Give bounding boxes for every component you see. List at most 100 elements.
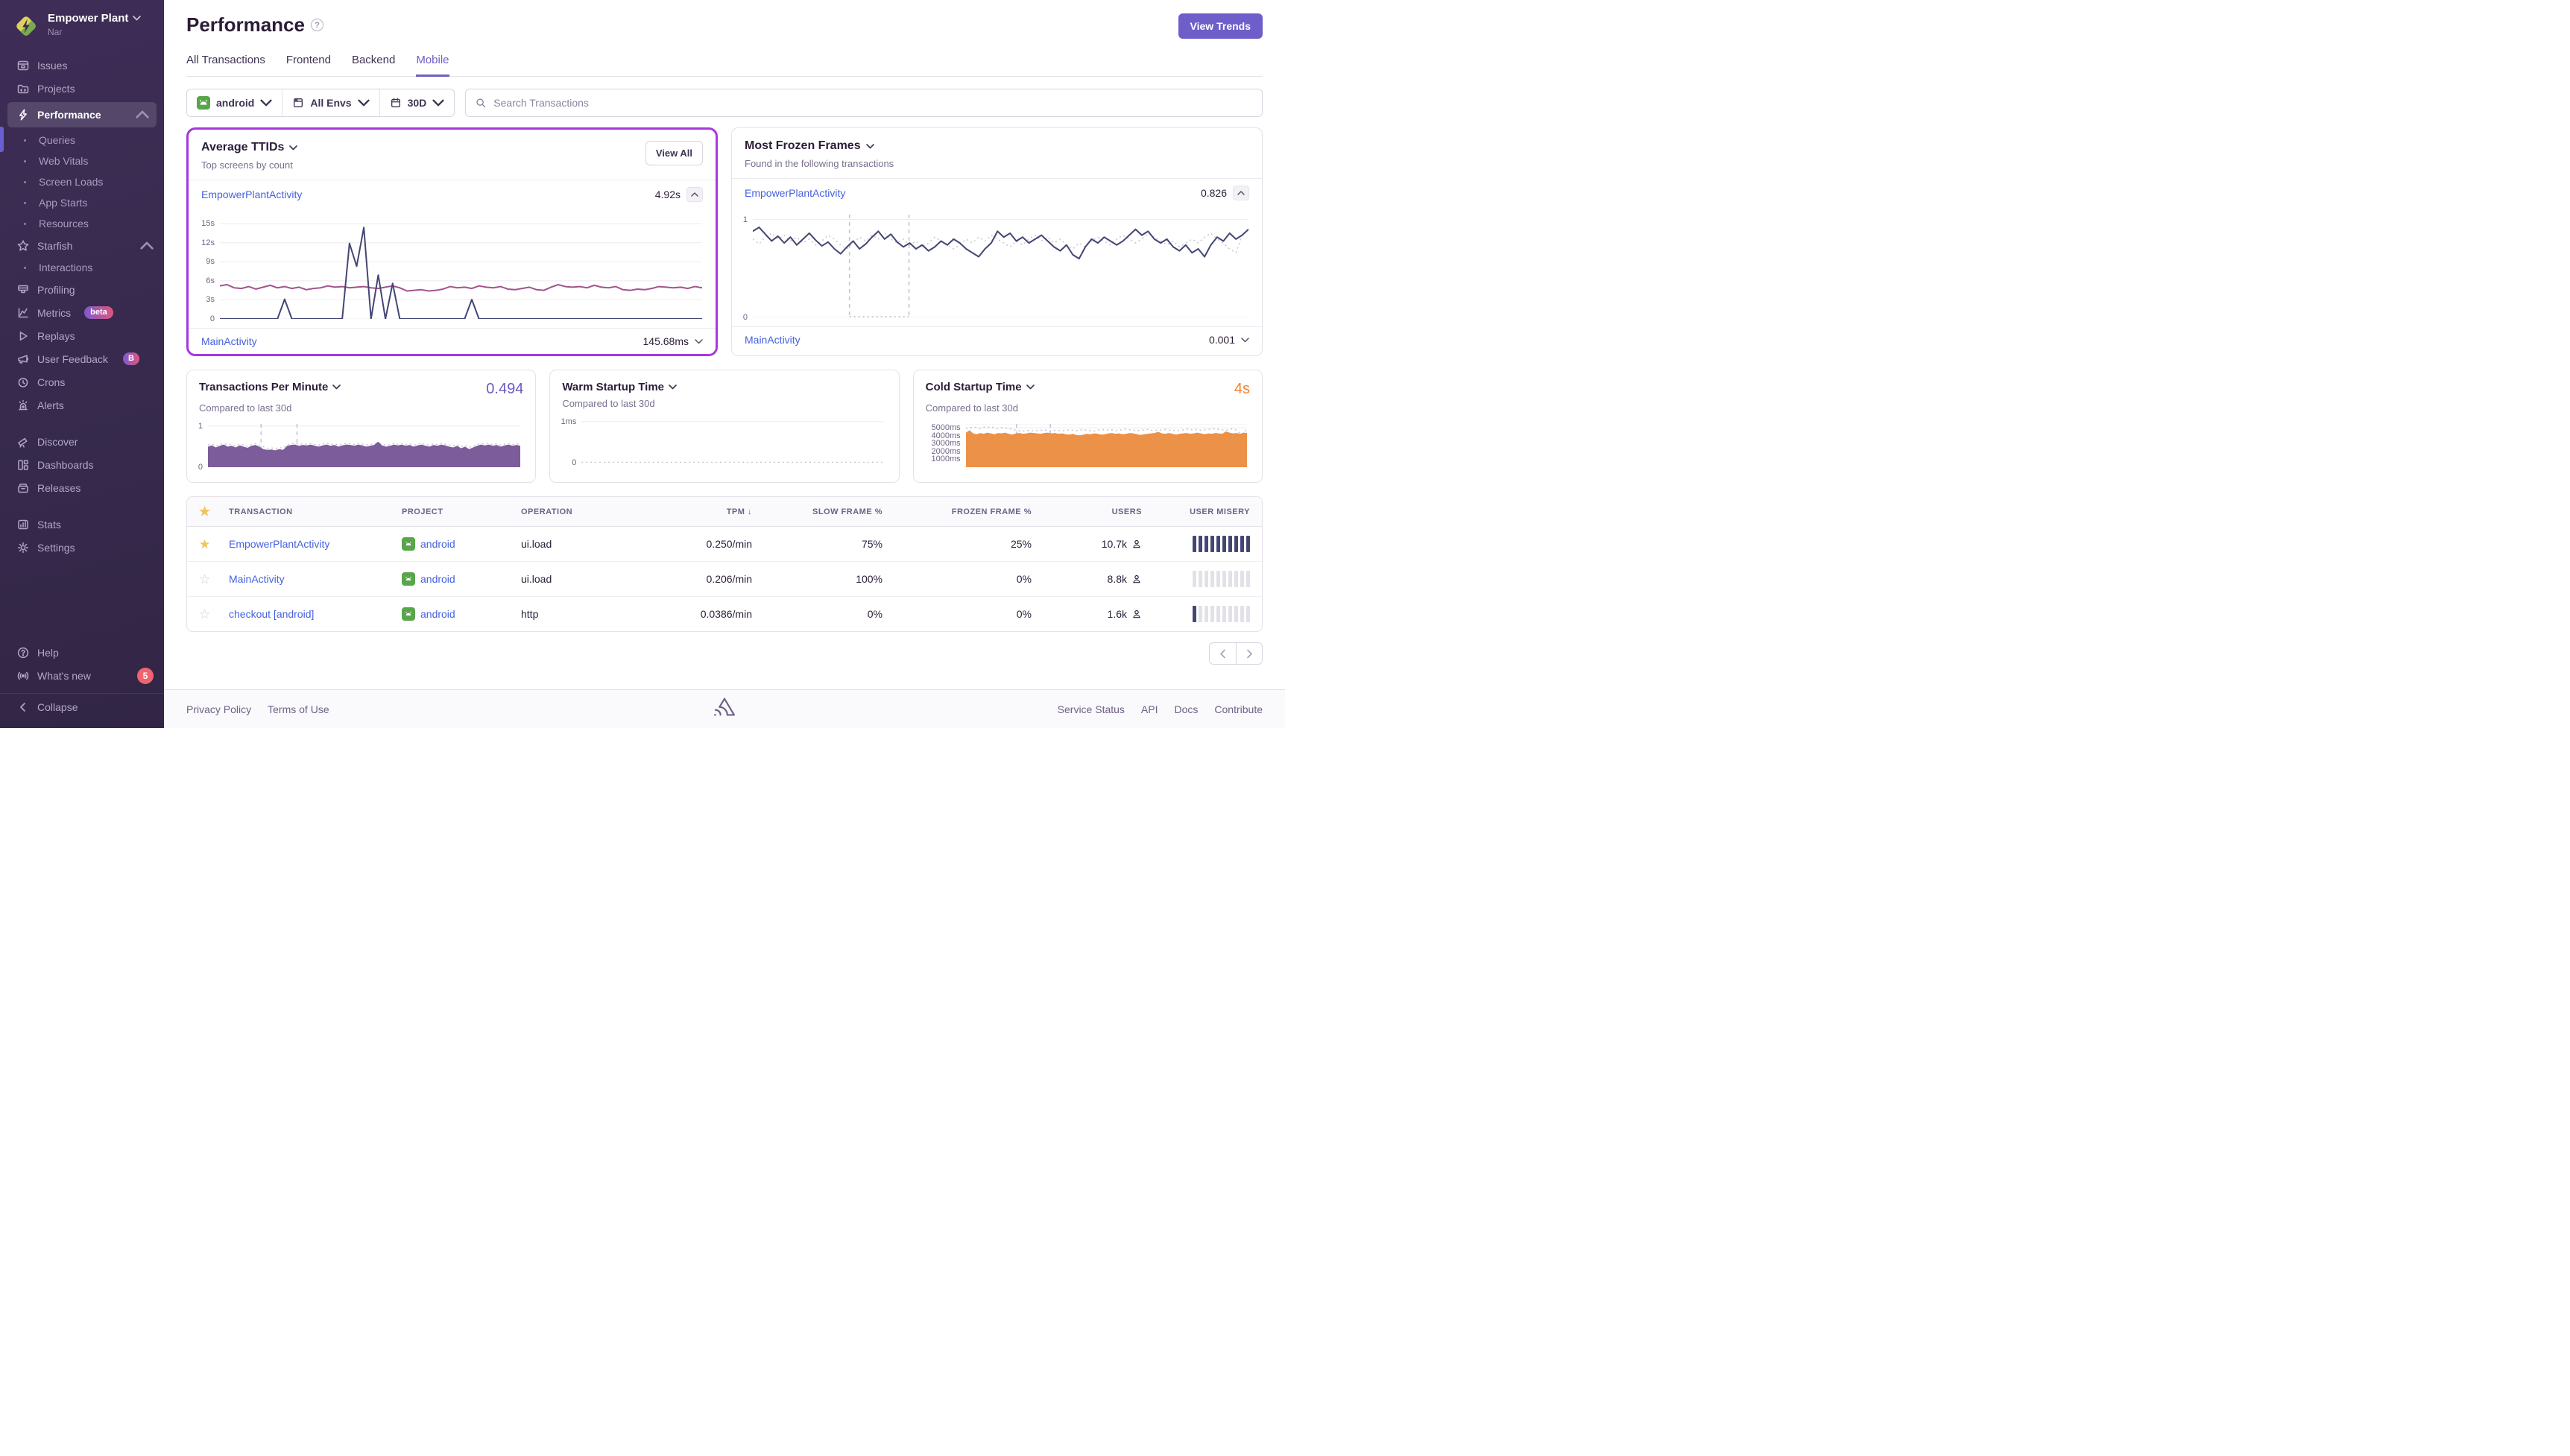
most-frozen-frames-title-dropdown[interactable]: Most Frozen Frames (745, 139, 894, 153)
date-range-filter[interactable]: 30D (379, 89, 455, 116)
column-header-slow-frame[interactable]: Slow Frame % (812, 507, 883, 516)
transaction-link[interactable]: checkout [android] (229, 608, 315, 620)
sidebar-item-releases[interactable]: Releases (0, 476, 164, 499)
sidebar-item-projects[interactable]: Projects (0, 77, 164, 100)
sidebar-item-settings[interactable]: Settings (0, 536, 164, 559)
org-switcher[interactable]: Empower Plant Nar (0, 0, 164, 54)
sidebar-item-screen-loads[interactable]: Screen Loads (0, 171, 164, 192)
tab-frontend[interactable]: Frontend (285, 54, 331, 66)
column-header-users[interactable]: Users (1111, 507, 1142, 516)
sidebar-item-label: Projects (37, 82, 75, 95)
sidebar-item-starfish[interactable]: Starfish (0, 234, 164, 257)
page-help-icon[interactable]: ? (310, 19, 323, 31)
footer-link-contribute[interactable]: Contribute (1214, 703, 1263, 715)
collapse-row-button[interactable] (1233, 186, 1249, 200)
frozen-frame-cell: 0% (1016, 573, 1032, 585)
search-input[interactable] (493, 97, 1253, 109)
footer-link-privacy-policy[interactable]: Privacy Policy (186, 703, 252, 715)
star-toggle[interactable]: ☆ (199, 572, 211, 586)
sidebar-item-crons[interactable]: Crons (0, 370, 164, 393)
column-header-tpm[interactable]: TPM ↓ (726, 507, 752, 516)
sidebar-item-label: Alerts (37, 399, 64, 411)
transaction-link[interactable]: EmpowerPlantActivity (201, 189, 303, 200)
sidebar-item-issues[interactable]: Issues (0, 54, 164, 77)
sidebar-item-label: Issues (37, 59, 68, 72)
transaction-link[interactable]: MainActivity (201, 335, 257, 347)
next-page-button[interactable] (1236, 642, 1263, 665)
tpm-title-dropdown[interactable]: Transactions Per Minute (199, 381, 341, 393)
sidebar-item-queries[interactable]: Queries (0, 130, 164, 151)
expand-row-button[interactable] (695, 338, 703, 344)
project-cell[interactable]: android (402, 607, 521, 621)
column-header-user-misery[interactable]: User Misery (1190, 507, 1250, 516)
star-toggle[interactable]: ☆ (199, 607, 211, 621)
tab-backend[interactable]: Backend (351, 54, 396, 66)
android-project-icon (197, 96, 210, 110)
sidebar-item-interactions[interactable]: Interactions (0, 257, 164, 278)
sidebar-item-web-vitals[interactable]: Web Vitals (0, 151, 164, 171)
footer-link-terms-of-use[interactable]: Terms of Use (268, 703, 329, 715)
environment-filter[interactable]: All Envs (282, 89, 379, 116)
chevron-up-icon (136, 110, 149, 118)
gear-icon (17, 542, 29, 553)
sidebar-item-label: Web Vitals (39, 155, 89, 167)
sidebar-item-metrics[interactable]: Metrics beta (0, 301, 164, 324)
sidebar-item-whats-new[interactable]: What's new 5 (0, 664, 164, 687)
transaction-link[interactable]: EmpowerPlantActivity (229, 538, 330, 550)
transaction-link[interactable]: MainActivity (745, 334, 801, 346)
view-all-button[interactable]: View All (645, 141, 703, 165)
chevron-down-icon (332, 384, 341, 390)
project-filter[interactable]: android (187, 89, 282, 116)
view-trends-button[interactable]: View Trends (1178, 13, 1263, 39)
star-toggle[interactable]: ★ (199, 536, 211, 551)
transaction-link[interactable]: EmpowerPlantActivity (745, 187, 846, 199)
sidebar-item-stats[interactable]: Stats (0, 513, 164, 536)
column-header-operation[interactable]: Operation (521, 507, 573, 516)
footer-link-service-status[interactable]: Service Status (1057, 703, 1125, 715)
sidebar-item-profiling[interactable]: Profiling (0, 278, 164, 301)
pagination (186, 642, 1263, 665)
chevron-down-icon (289, 145, 298, 150)
project-cell[interactable]: android (402, 537, 521, 551)
expand-row-button[interactable] (1241, 337, 1249, 343)
org-subtitle: Nar (48, 27, 63, 37)
collapse-row-button[interactable] (686, 187, 703, 202)
siren-icon (19, 399, 28, 410)
org-name: Empower Plant (48, 12, 129, 25)
search-box[interactable] (465, 89, 1263, 117)
replays-play-icon (19, 331, 28, 341)
sidebar-item-alerts[interactable]: Alerts (0, 393, 164, 417)
sidebar-collapse-button[interactable]: Collapse (0, 693, 164, 716)
table-row: ☆ MainActivity android ui.load 0.206/min… (187, 562, 1262, 597)
cold-startup-title-dropdown[interactable]: Cold Startup Time (926, 381, 1035, 393)
column-header-project[interactable]: Project (402, 507, 443, 516)
sidebar-item-label: Screen Loads (39, 176, 104, 188)
footer-link-docs[interactable]: Docs (1174, 703, 1199, 715)
warm-startup-title-dropdown[interactable]: Warm Startup Time (562, 381, 677, 393)
date-range-value: 30D (407, 97, 427, 109)
column-header-frozen-frame[interactable]: Frozen Frame % (951, 507, 1032, 516)
sidebar-item-label: Replays (37, 329, 75, 342)
sidebar-item-replays[interactable]: Replays (0, 324, 164, 347)
chevron-up-icon (140, 241, 154, 250)
tab-mobile[interactable]: Mobile (416, 54, 449, 77)
average-ttids-title-dropdown[interactable]: Average TTIDs (201, 141, 298, 154)
column-header-transaction[interactable]: Transaction (229, 507, 293, 516)
prev-page-button[interactable] (1209, 642, 1236, 665)
sidebar-item-label: Metrics (37, 306, 72, 319)
frozen-frame-cell: 25% (1010, 538, 1032, 550)
sidebar-item-resources[interactable]: Resources (0, 213, 164, 234)
transaction-link[interactable]: MainActivity (229, 573, 285, 585)
project-cell[interactable]: android (402, 572, 521, 586)
sidebar-item-user-feedback[interactable]: User Feedback B (0, 347, 164, 370)
transaction-value: 0.001 (1208, 334, 1235, 346)
sidebar-item-app-starts[interactable]: App Starts (0, 192, 164, 213)
sidebar-item-discover[interactable]: Discover (0, 430, 164, 453)
sidebar-item-help[interactable]: Help (0, 641, 164, 664)
sidebar-item-dashboards[interactable]: Dashboards (0, 453, 164, 476)
sidebar-item-performance[interactable]: Performance (7, 102, 157, 127)
tab-all-transactions[interactable]: All Transactions (186, 54, 265, 66)
footer-link-api[interactable]: API (1140, 703, 1158, 715)
footer: Privacy Policy Terms of Use Service Stat… (164, 689, 1285, 728)
